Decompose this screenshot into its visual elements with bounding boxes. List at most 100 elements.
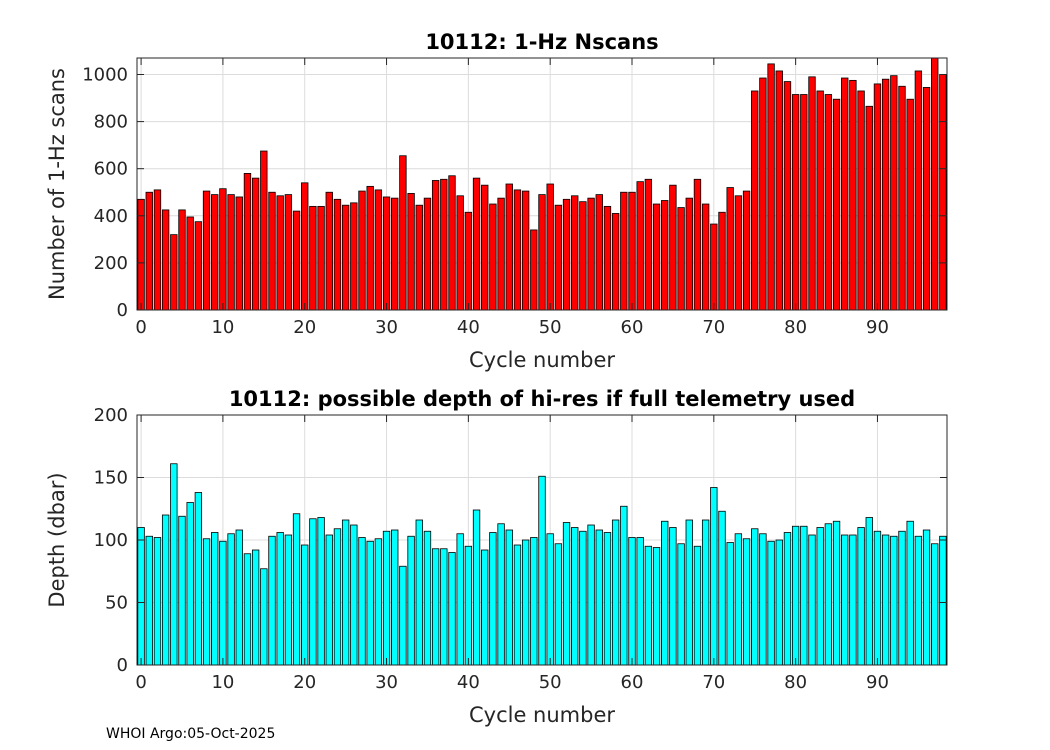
bar (857, 90, 865, 311)
bar (268, 535, 276, 666)
bar (366, 540, 374, 666)
bar (652, 203, 661, 311)
bar (881, 534, 890, 666)
bar (783, 532, 792, 666)
bar (865, 517, 873, 666)
bar (178, 515, 186, 666)
bar (276, 195, 284, 311)
bar (620, 191, 628, 311)
bar (153, 537, 162, 666)
bar (775, 539, 783, 666)
bar (832, 98, 841, 311)
bar (292, 210, 301, 311)
y-tick-label: 400 (94, 206, 128, 227)
bar (873, 530, 882, 666)
bar (824, 523, 833, 666)
bar (628, 537, 636, 666)
bar (505, 183, 513, 311)
bar (251, 549, 260, 666)
bar (170, 234, 178, 311)
bar (251, 177, 260, 311)
depth-chart-panel: 0 10 20 30 40 50 60 70 80 90 0 50 100 150 200 10112: po… (45, 387, 948, 727)
bar (374, 538, 383, 666)
bar (521, 539, 530, 666)
bar (841, 77, 849, 311)
bar (431, 548, 440, 666)
bar (448, 175, 456, 311)
axes-box (136, 57, 948, 311)
x-tick-label: 70 (702, 672, 725, 693)
bar (931, 57, 939, 311)
bar (317, 205, 325, 311)
bar (898, 85, 906, 311)
bar (881, 78, 890, 311)
bar (317, 517, 325, 666)
bar (726, 187, 734, 311)
bar (145, 535, 153, 666)
bar (611, 519, 620, 666)
bar (595, 194, 603, 311)
bar (718, 211, 726, 311)
bar (669, 527, 677, 666)
bar (751, 90, 759, 311)
nscans-chart-panel: 0 10 20 30 40 50 60 70 80 90 0 200 400 600 800 1000 1011… (45, 30, 948, 372)
x-tick-label: 30 (375, 672, 398, 693)
bar (448, 552, 456, 666)
bar (783, 81, 792, 311)
bar (268, 191, 276, 311)
bar (546, 183, 554, 311)
bar (472, 177, 481, 311)
y-tick-label: 600 (94, 159, 128, 180)
bar (481, 549, 489, 666)
bar (161, 209, 170, 311)
bar (399, 155, 407, 311)
bar (767, 540, 775, 666)
bar (562, 198, 571, 311)
y-tick-label: 0 (117, 300, 128, 321)
y-tick-label: 1000 (82, 64, 128, 85)
bar (530, 537, 538, 666)
bar (440, 548, 448, 666)
bar (301, 182, 309, 311)
bar (914, 70, 923, 311)
bar (301, 544, 309, 666)
bar (800, 94, 808, 311)
bar (423, 530, 432, 666)
bar (652, 547, 661, 666)
bar (914, 535, 923, 666)
x-tick-label: 80 (784, 317, 807, 338)
y-axis-label: Depth (dbar) (45, 472, 69, 607)
bar (194, 221, 203, 311)
bar (211, 532, 219, 666)
bar (374, 189, 383, 311)
x-tick-label: 70 (702, 317, 725, 338)
bar (922, 87, 931, 311)
bar (701, 203, 710, 311)
bar (579, 530, 587, 666)
bar (243, 173, 252, 311)
bar (710, 223, 718, 311)
bar (710, 487, 718, 666)
x-tick-label: 50 (539, 672, 562, 693)
bar (497, 197, 505, 311)
x-tick-label: 90 (866, 672, 889, 693)
x-tick-label: 60 (621, 672, 644, 693)
bar (603, 205, 612, 311)
bar (341, 519, 350, 666)
bar (227, 533, 235, 666)
bar (726, 542, 734, 666)
bar (464, 545, 473, 666)
x-tick-label: 20 (293, 672, 316, 693)
bar (644, 178, 653, 311)
bar (423, 197, 432, 311)
bar (235, 529, 243, 666)
bar (161, 514, 170, 666)
bar (873, 83, 882, 311)
bar (521, 190, 530, 311)
bar (153, 189, 162, 311)
bar (931, 543, 939, 666)
y-tick-label: 50 (105, 593, 128, 614)
bar (456, 533, 464, 666)
bar (309, 518, 317, 666)
